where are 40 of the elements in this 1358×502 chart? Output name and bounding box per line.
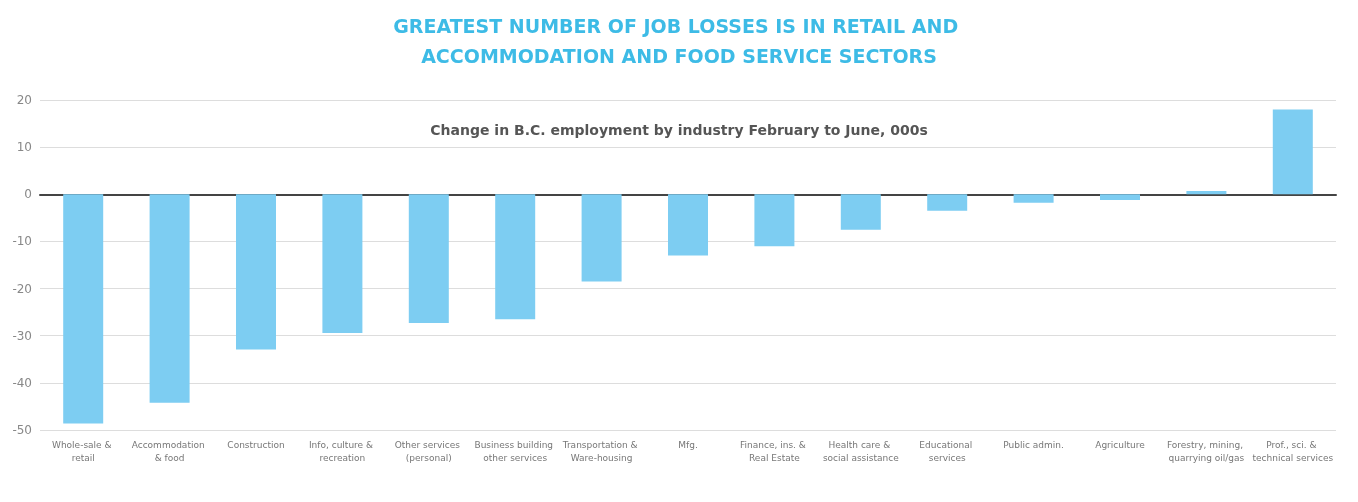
y-tick-label: -10	[12, 234, 32, 249]
bar	[754, 194, 795, 247]
bar	[495, 194, 536, 320]
bar	[408, 194, 449, 323]
x-tick-label: Transportation & Ware-housing	[561, 439, 641, 463]
bar	[63, 194, 104, 424]
x-tick-label: Finance, ins. & Real Estate	[740, 439, 809, 463]
y-tick-label: 10	[16, 140, 32, 155]
y-tick-label: -50	[12, 423, 32, 437]
x-tick-label: Mfg.	[678, 439, 698, 450]
x-tick-label: Agriculture	[1095, 439, 1146, 450]
bar	[1013, 194, 1054, 203]
bar	[927, 194, 968, 211]
chart-title: GREATEST NUMBER OF JOB LOSSES IS IN RETAIL AND ACCOMMODATION AND FOOD SERVICE SECTORS	[393, 15, 965, 67]
y-tick-label: -20	[12, 281, 32, 296]
x-tick-label: Forestry, mining, quarrying oil/gas	[1166, 439, 1246, 463]
y-tick-label: -30	[12, 328, 32, 343]
text: Change in B.C. employment by industry February to June, 000s	[430, 122, 928, 138]
x-tick-label: Whole-sale & retail	[52, 439, 115, 463]
x-tick-label: Info, culture & recreation	[308, 439, 376, 463]
bar	[1100, 194, 1140, 200]
bar	[1186, 190, 1227, 195]
y-tick-label: 0	[24, 187, 32, 202]
bar	[1272, 109, 1313, 195]
bar	[840, 194, 881, 230]
bar	[236, 194, 276, 350]
x-tick-label: Educational services	[919, 439, 976, 463]
bar	[581, 194, 622, 282]
x-tick-label: Health care & social assistance	[822, 439, 900, 463]
bar	[149, 194, 190, 403]
x-tick-label: Other services (personal)	[394, 439, 463, 463]
x-tick-label: Construction	[227, 439, 285, 450]
bar	[668, 194, 708, 256]
x-tick-label: Accommodation & food	[131, 439, 208, 463]
x-tick-label: Business building other services	[474, 439, 556, 463]
y-tick-label: -40	[12, 375, 32, 390]
y-tick-label: 20	[16, 93, 32, 107]
bar	[322, 194, 363, 333]
x-tick-label: Public admin.	[1003, 439, 1064, 450]
x-tick-label: Prof., sci. & technical services	[1252, 439, 1334, 463]
